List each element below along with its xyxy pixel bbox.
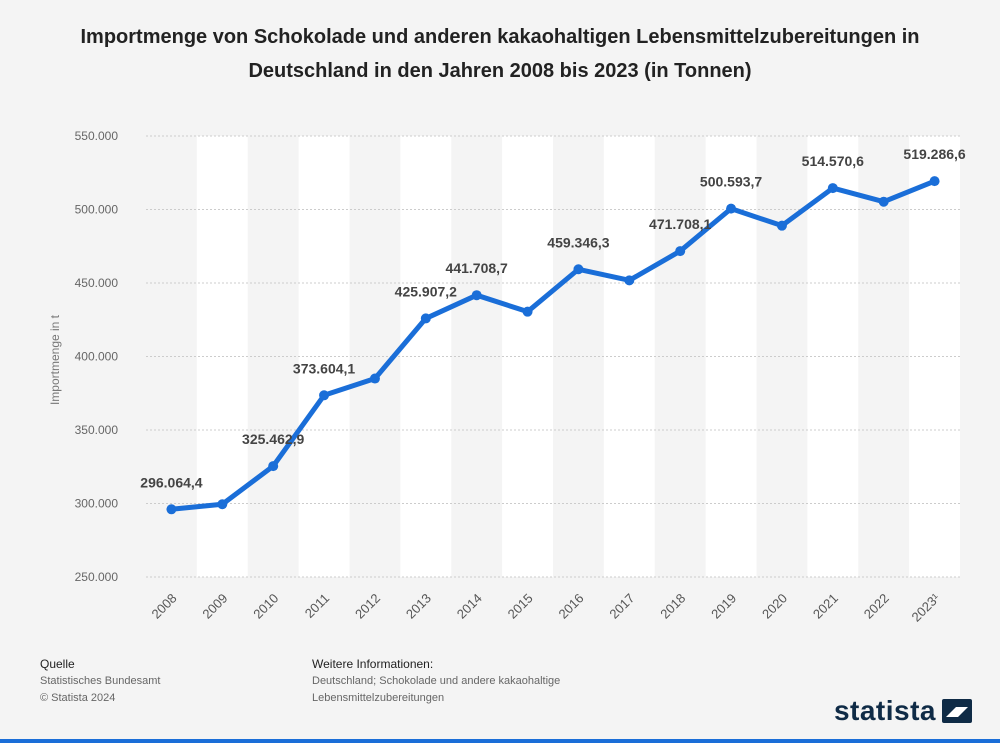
data-label: 441.708,7 [446,260,508,276]
info-block: Weitere Informationen: Deutschland; Scho… [312,656,560,707]
data-labels: 296.064,4 325.462,9 373.604,1 425.907,2 441.… [140,146,966,490]
x-tick-label: 2018 [657,591,688,622]
y-tick-label: 450.000 [75,276,119,290]
data-label: 519.286,6 [903,146,965,162]
x-tick-label: 2011 [302,591,332,621]
data-point [471,290,482,301]
x-tick-label: 2019 [708,591,739,622]
statista-logo[interactable]: statista [834,695,972,727]
data-label: 459.346,3 [547,234,609,250]
data-point [726,203,737,214]
data-point [522,306,533,317]
data-point [624,275,635,286]
data-label: 296.064,4 [140,474,202,490]
x-tick-label: 2020 [759,591,790,622]
data-label: 471.708,1 [649,216,711,232]
x-tick-label: 2015 [505,591,536,622]
data-point [827,183,838,194]
source-line: Statistisches Bundesamt [40,675,161,687]
data-point [319,390,330,401]
logo-icon [942,699,972,723]
info-heading: Weitere Informationen: [312,657,434,671]
x-tick-label: 2009 [199,591,230,622]
data-point [776,220,787,231]
chart-title: Importmenge von Schokolade und anderen k… [80,26,920,82]
data-point [675,246,686,257]
data-label: 373.604,1 [293,360,355,376]
x-tick-label: 2022 [861,591,892,622]
x-tick-labels: 2008 2009 2010 2011 2012 2013 2014 2015 2016 2017… [149,590,944,625]
x-tick-label: 2013 [403,591,434,622]
y-tick-label: 300.000 [75,497,119,511]
source-heading: Quelle [40,657,75,671]
x-tick-label: 2016 [556,591,587,622]
info-line: Lebensmittelzubereitungen [312,692,445,704]
y-tick-label: 400.000 [75,350,119,364]
x-tick-label: 2010 [250,591,281,622]
data-label: 514.570,6 [802,153,864,169]
x-tick-label: 2021 [810,591,841,622]
y-tick-label: 550.000 [75,129,119,143]
bottom-accent-bar [0,739,1000,743]
x-tick-label: 2008 [149,591,180,622]
data-point [166,504,177,515]
logo-text: statista [833,695,936,726]
x-tick-label: 2014 [454,591,485,622]
series-line [168,178,938,512]
x-tick-label: 2017 [606,591,637,622]
data-point [369,373,380,384]
info-line: Deutschland; Schokolade und andere kakao… [312,675,561,687]
data-point [878,196,889,207]
data-point [929,176,940,187]
data-points [166,176,940,515]
source-block: Quelle Statistisches Bundesamt © Statist… [40,656,160,707]
y-tick-labels: 550.000 500.000 450.000 400.000 350.000 300.0… [75,129,119,584]
y-tick-label: 350.000 [75,423,119,437]
data-label: 425.907,2 [395,283,457,299]
copyright-line[interactable]: © Statista 2024 [40,692,116,704]
y-tick-label: 500.000 [75,203,119,217]
data-label: 500.593,7 [700,174,762,190]
x-tick-label: 2012 [352,591,383,622]
data-point [217,499,228,510]
data-label: 325.462,9 [242,431,304,447]
data-point [573,264,584,275]
x-tick-label: 2023¹ [909,590,944,625]
data-point [420,313,431,324]
y-tick-label: 250.000 [75,570,119,584]
data-point [268,461,279,472]
